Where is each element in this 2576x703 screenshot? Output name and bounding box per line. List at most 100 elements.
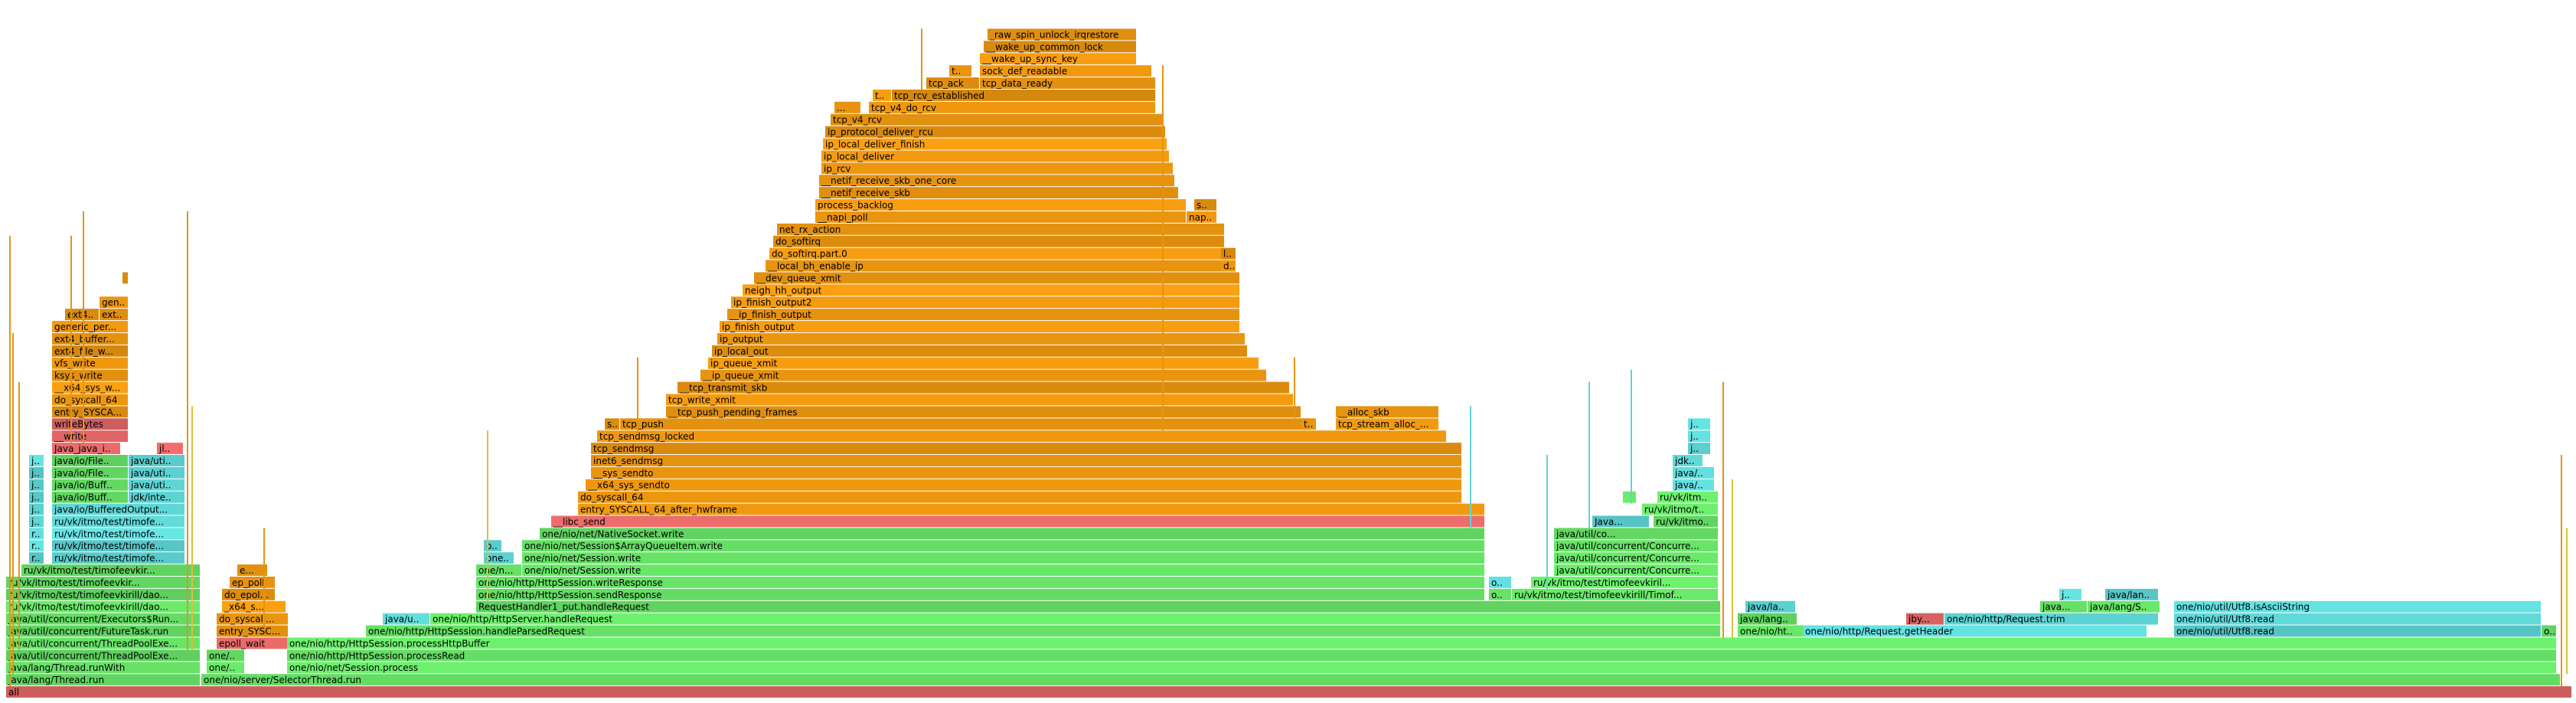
flame-frame-rect[interactable] (52, 455, 128, 466)
flame-frame-rect[interactable] (2088, 600, 2160, 613)
flame-frame[interactable]: ext4_file_w...ext4_file_w... (52, 345, 128, 357)
flame-frame[interactable]: j..ja... (1688, 430, 1710, 443)
flame-frame[interactable]: __netif_receive_skb_one_core__netif_rece… (819, 175, 1174, 187)
flame-sliver[interactable] (1294, 357, 1295, 419)
flame-frame-rect[interactable] (754, 272, 1239, 284)
flame-frame[interactable]: java/lang/Thread.runWithjava/lang/Thread… (6, 662, 200, 674)
flame-sliver[interactable] (191, 406, 193, 650)
flame-frame[interactable]: __dev_queue_xmit__dev_queue_xmit (754, 272, 1239, 284)
flame-frame[interactable]: j..ja... (1688, 443, 1710, 454)
flame-frame-rect[interactable] (1194, 199, 1216, 211)
flame-frame-rect[interactable] (1673, 455, 1703, 466)
flame-frame-rect[interactable] (522, 552, 1484, 564)
flame-frame-rect[interactable] (1512, 588, 1718, 600)
flame-frame-rect[interactable] (52, 321, 128, 332)
flame-frame[interactable]: ru/vk/itmo/test/timofeevkirill/dao...ru/… (6, 600, 200, 613)
flame-frame-rect[interactable] (484, 540, 501, 552)
flame-frame[interactable]: l..l... (1221, 247, 1236, 260)
flame-frame[interactable]: j..j... (29, 466, 44, 479)
flame-frame[interactable]: r..r... (29, 540, 44, 552)
flame-frame-rect[interactable] (52, 528, 184, 540)
flame-frame[interactable]: epoll_waitepoll_wait (217, 637, 288, 649)
flame-frame-rect[interactable] (1738, 625, 1804, 637)
flame-frame[interactable]: ip_local_deliver_finiship_local_deliver_… (823, 138, 1167, 150)
flame-frame[interactable]: one/nio/net/NativeSocket.writeone/nio/ne… (540, 528, 1484, 540)
flame-frame[interactable]: ru/vk/itmo..ru/vk/itmo/test/timofeevkiri… (1654, 515, 1718, 528)
flame-frame[interactable]: java/util/concurrent/Executors$Run...jav… (6, 613, 200, 625)
flame-frame[interactable]: j..j... (29, 479, 44, 491)
flame-frame-rect[interactable] (52, 552, 184, 564)
flame-frame-rect[interactable] (217, 613, 288, 625)
flame-frame-rect[interactable] (207, 649, 244, 662)
flame-frame-rect[interactable] (815, 199, 1186, 211)
flame-frame-rect[interactable] (29, 515, 44, 528)
flame-frame-rect[interactable] (52, 369, 128, 381)
flame-frame-rect[interactable] (926, 77, 979, 89)
flame-frame-rect[interactable] (1301, 418, 1316, 430)
flame-frame[interactable]: ksys_writeksys_write (52, 369, 128, 381)
flame-frame[interactable]: ext4..ext4... (65, 309, 99, 321)
flame-frame-rect[interactable] (52, 345, 128, 357)
flame-frame-rect[interactable] (1554, 540, 1718, 552)
flame-frame-rect[interactable] (207, 662, 244, 674)
flame-frame[interactable]: __wake_up_common_lock__wake_up_common_lo… (984, 41, 1136, 53)
flame-frame[interactable]: ext..ext... (100, 309, 128, 321)
flame-frame[interactable]: tcp_v4_do_rcvtcp_v4_do_rcv (869, 101, 1155, 113)
flame-frame-rect[interactable] (2174, 613, 2541, 625)
flame-frame-rect[interactable] (1738, 613, 1797, 625)
flame-frame[interactable]: java/uti..java/uti... (129, 466, 184, 479)
flame-frame-rect[interactable] (1654, 515, 1718, 528)
flame-frame-rect[interactable] (237, 564, 267, 576)
flame-frame-rect[interactable] (769, 247, 1228, 260)
flame-frame-rect[interactable] (217, 637, 288, 649)
flame-frame[interactable]: one/nio/http/HttpSession.processHttpBuff… (287, 637, 2556, 649)
flame-frame[interactable]: java/util/concurrent/Concurre...java/uti… (1554, 552, 1718, 564)
flame-frame[interactable]: ext4_buffer...ext4_buffer... (52, 333, 128, 345)
flame-frame-rect[interactable] (1489, 577, 1511, 588)
flame-frame-rect[interactable] (1623, 491, 1636, 503)
flame-frame-rect[interactable] (129, 455, 184, 466)
flame-frame[interactable]: one/nio/util/Utf8.readone/nio/util/Utf8.… (2174, 613, 2541, 625)
flame-frame[interactable]: do_epol...do_epol... (222, 588, 275, 600)
flame-frame-rect[interactable] (1803, 625, 2147, 637)
flame-frame-rect[interactable] (743, 284, 1239, 296)
flame-frame-rect[interactable] (819, 175, 1174, 187)
flame-frame[interactable]: java/uti..java/uti... (129, 455, 184, 466)
flame-frame[interactable]: one/nio/net/Session$ArrayQueueItem.write… (522, 540, 1484, 552)
flame-frame-rect[interactable] (620, 418, 1308, 430)
flame-frame[interactable]: o..on... (1489, 588, 1511, 600)
flame-frame-rect[interactable] (1336, 406, 1438, 418)
flame-frame[interactable]: ep_pollep_poll (230, 577, 275, 588)
flame-frame[interactable]: java/util/concurrent/ThreadPoolExe...jav… (6, 649, 200, 662)
flame-frame[interactable]: one/nio/http/HttpSession.processReadone/… (287, 649, 2556, 662)
flame-frame-rect[interactable] (578, 503, 1484, 515)
flame-frame-rect[interactable] (21, 564, 200, 576)
flame-frame[interactable]: _x64_s..._x64_s... (222, 600, 286, 613)
flame-frame[interactable]: ip_outputip_output (717, 333, 1245, 345)
flame-frame[interactable]: java/lang/S..java/lang/S... (2088, 600, 2160, 613)
flame-frame-rect[interactable] (819, 187, 1178, 199)
flame-frame[interactable]: java/..java/l... (1673, 479, 1714, 491)
flame-frame[interactable]: one/nio/http/HttpServer.handleRequestone… (430, 613, 1720, 625)
flame-frame[interactable]: jdk..jdk/i... (1673, 455, 1703, 466)
flame-frame-rect[interactable] (52, 479, 128, 491)
flame-sliver[interactable] (2566, 528, 2568, 675)
flame-frame-rect[interactable] (1673, 479, 1714, 491)
flame-frame-rect[interactable] (1187, 211, 1216, 223)
flame-frame-rect[interactable] (29, 552, 44, 564)
flame-frame[interactable]: e...e... (237, 564, 267, 576)
flame-frame[interactable]: one/nio/net/Session.processone/nio/net/S… (287, 662, 2556, 674)
flame-frame[interactable]: java/io/File..java/io/File... (52, 466, 128, 479)
flame-frame[interactable]: o..o... (484, 540, 501, 552)
flame-sliver[interactable] (263, 528, 265, 626)
flame-frame-rect[interactable] (100, 296, 128, 309)
flame-frame-rect[interactable] (1688, 418, 1710, 430)
flame-frame-rect[interactable] (773, 235, 1224, 247)
flame-frame[interactable]: r... (1623, 491, 1636, 503)
flame-frame[interactable]: one/nio/http/Request.getHeaderone/nio/ht… (1803, 625, 2147, 637)
flame-frame[interactable]: RequestHandler1_put.handleRequestRequest… (476, 600, 1720, 613)
flame-frame-rect[interactable] (1642, 503, 1718, 515)
flame-frame[interactable]: __x64_sys_w...__x64_sys_w... (52, 381, 128, 394)
flame-frame[interactable]: process_backlogprocess_backlog (815, 199, 1186, 211)
